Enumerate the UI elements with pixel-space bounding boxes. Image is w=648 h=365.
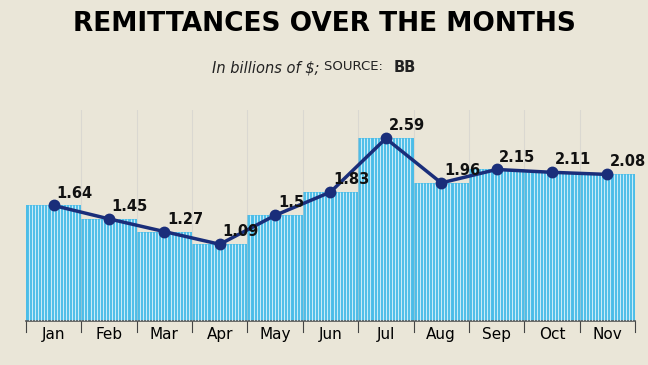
Text: 1.27: 1.27 <box>167 212 203 227</box>
Text: In billions of $;: In billions of $; <box>212 60 324 75</box>
Bar <box>248 215 303 321</box>
Text: 1.64: 1.64 <box>56 185 93 200</box>
Text: 1.5: 1.5 <box>278 195 304 210</box>
Bar <box>469 169 524 321</box>
Text: 1.83: 1.83 <box>333 172 369 187</box>
Bar <box>137 231 192 321</box>
Bar <box>413 183 469 321</box>
Text: 2.59: 2.59 <box>389 119 424 134</box>
Text: REMITTANCES OVER THE MONTHS: REMITTANCES OVER THE MONTHS <box>73 11 575 37</box>
Text: 1.45: 1.45 <box>111 199 148 214</box>
Bar <box>303 192 358 321</box>
Text: 2.11: 2.11 <box>555 152 591 168</box>
Text: BB: BB <box>394 60 416 75</box>
Text: 1.96: 1.96 <box>444 163 480 178</box>
Bar <box>580 174 635 321</box>
Bar <box>192 244 248 321</box>
Bar <box>81 219 137 321</box>
Text: 2.08: 2.08 <box>610 154 646 169</box>
Text: SOURCE:: SOURCE: <box>324 60 387 73</box>
Bar <box>26 205 81 321</box>
Text: 1.09: 1.09 <box>222 224 259 239</box>
Text: 2.15: 2.15 <box>500 150 536 165</box>
Bar <box>524 172 580 321</box>
Bar <box>358 138 413 321</box>
